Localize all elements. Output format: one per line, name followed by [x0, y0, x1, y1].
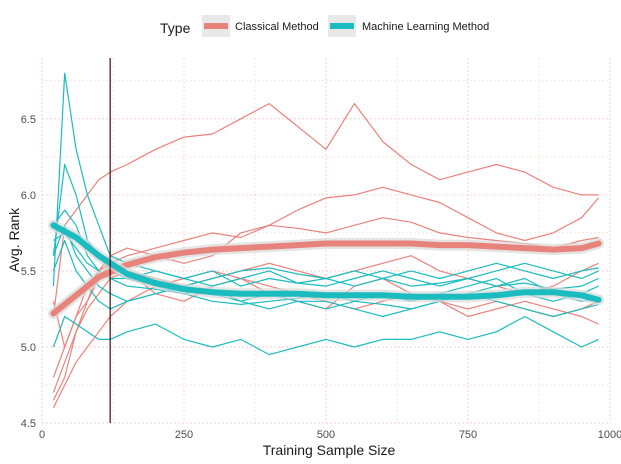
ml-series-line: [52, 315, 599, 356]
x-tick-labels: 0 250 500 750 1000: [39, 429, 621, 441]
y-tick-label: 6.0: [21, 190, 36, 202]
y-tick-label: 4.5: [21, 418, 36, 430]
classical-series-line: [52, 255, 599, 393]
legend-title: Type: [160, 20, 191, 36]
trend-lines: [47, 219, 605, 319]
legend-label-classical: Classical Method: [235, 21, 319, 33]
classical-trend-line: [50, 240, 602, 317]
x-tick-label: 250: [175, 429, 193, 441]
y-axis-title: Avg. Rank: [6, 207, 22, 272]
y-tick-label: 6.5: [21, 114, 36, 126]
y-tick-label: 5.5: [21, 266, 36, 278]
ml-series-line: [52, 72, 599, 287]
x-tick-label: 1000: [598, 429, 621, 441]
classical-series-line: [52, 102, 599, 317]
ml-series-line: [53, 232, 599, 287]
ml-series-line: [52, 209, 599, 310]
ml-series-line: [52, 239, 599, 310]
legend: Type Classical Method Machine Learning M…: [160, 15, 489, 37]
y-tick-labels: 4.5 5.0 5.5 6.0 6.5: [21, 114, 36, 430]
legend-label-ml: Machine Learning Method: [362, 21, 489, 33]
x-tick-label: 500: [317, 429, 335, 441]
x-tick-label: 750: [459, 429, 477, 441]
ml-trend-line: [50, 222, 602, 303]
x-axis-title: Training Sample Size: [263, 442, 396, 458]
x-tick-label: 0: [39, 429, 45, 441]
y-tick-label: 5.0: [21, 342, 36, 354]
